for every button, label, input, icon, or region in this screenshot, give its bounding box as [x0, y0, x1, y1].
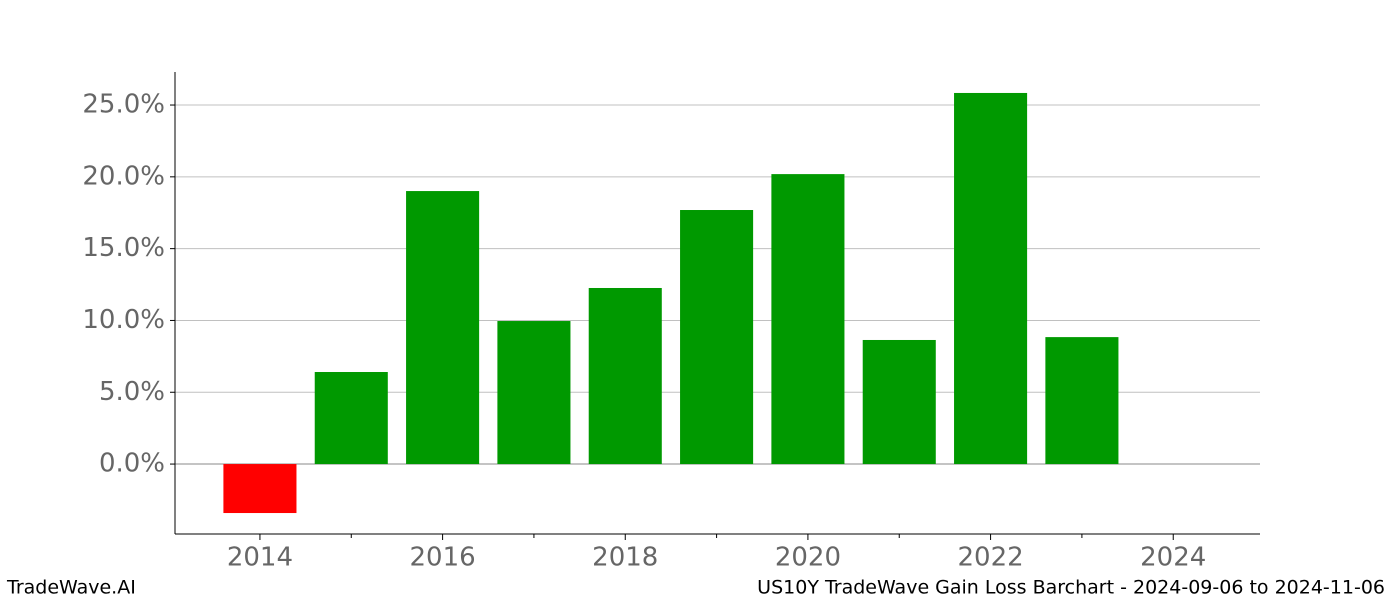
- bar: [406, 191, 480, 465]
- footer-left: TradeWave.AI: [6, 577, 136, 599]
- y-tick-label: 15.0%: [82, 233, 165, 263]
- bar: [588, 287, 662, 465]
- bar: [223, 464, 297, 514]
- y-tick-label: 5.0%: [99, 377, 165, 407]
- y-tick-label: 10.0%: [82, 305, 165, 335]
- x-tick-label: 2016: [410, 543, 476, 573]
- y-tick-label: 0.0%: [99, 449, 165, 479]
- bar: [314, 372, 388, 465]
- y-tick-label: 20.0%: [82, 161, 165, 191]
- x-tick-label: 2014: [227, 543, 293, 573]
- footer-right: US10Y TradeWave Gain Loss Barchart - 202…: [757, 577, 1385, 599]
- x-tick-label: 2020: [775, 543, 841, 573]
- y-tick-label: 25.0%: [82, 90, 165, 120]
- x-tick-label: 2024: [1140, 543, 1206, 573]
- bar: [771, 174, 845, 465]
- bar: [862, 339, 936, 465]
- bar: [497, 321, 571, 465]
- bar: [1045, 337, 1119, 465]
- bar: [680, 210, 754, 465]
- x-tick-label: 2018: [592, 543, 658, 573]
- x-tick-label: 2022: [957, 543, 1023, 573]
- bar: [954, 92, 1028, 465]
